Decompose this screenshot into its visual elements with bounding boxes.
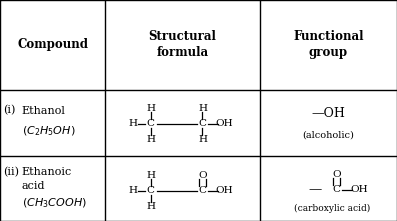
Text: O: O (198, 171, 207, 180)
Text: (i): (i) (3, 105, 15, 116)
Text: acid: acid (22, 181, 45, 191)
Text: OH: OH (216, 119, 233, 128)
Text: H: H (129, 186, 137, 195)
Text: C: C (147, 119, 155, 128)
Text: Structural
formula: Structural formula (149, 30, 216, 59)
Text: OH: OH (351, 185, 368, 194)
Text: (ii): (ii) (3, 167, 19, 177)
Text: Ethanoic: Ethanoic (22, 167, 72, 177)
Text: H: H (198, 135, 207, 144)
Text: (carboxylic acid): (carboxylic acid) (294, 204, 371, 213)
Text: H: H (198, 104, 207, 113)
Text: H: H (146, 104, 155, 113)
Text: C: C (147, 186, 155, 195)
Text: (alcoholic): (alcoholic) (303, 130, 355, 139)
Text: H: H (146, 171, 155, 180)
Text: Ethanol: Ethanol (22, 105, 66, 116)
Text: H: H (146, 135, 155, 144)
Text: —: — (309, 183, 322, 196)
Text: C: C (332, 185, 341, 194)
Text: $(C_2H_5OH)$: $(C_2H_5OH)$ (22, 125, 75, 138)
Text: O: O (332, 170, 341, 179)
Text: —OH: —OH (312, 107, 345, 120)
Text: H: H (146, 202, 155, 211)
Text: H: H (129, 119, 137, 128)
Text: C: C (198, 186, 206, 195)
Text: Compound: Compound (17, 38, 88, 51)
Text: $(CH_3COOH)$: $(CH_3COOH)$ (22, 196, 87, 210)
Text: Functional
group: Functional group (293, 30, 364, 59)
Text: OH: OH (216, 186, 233, 195)
Text: C: C (198, 119, 206, 128)
